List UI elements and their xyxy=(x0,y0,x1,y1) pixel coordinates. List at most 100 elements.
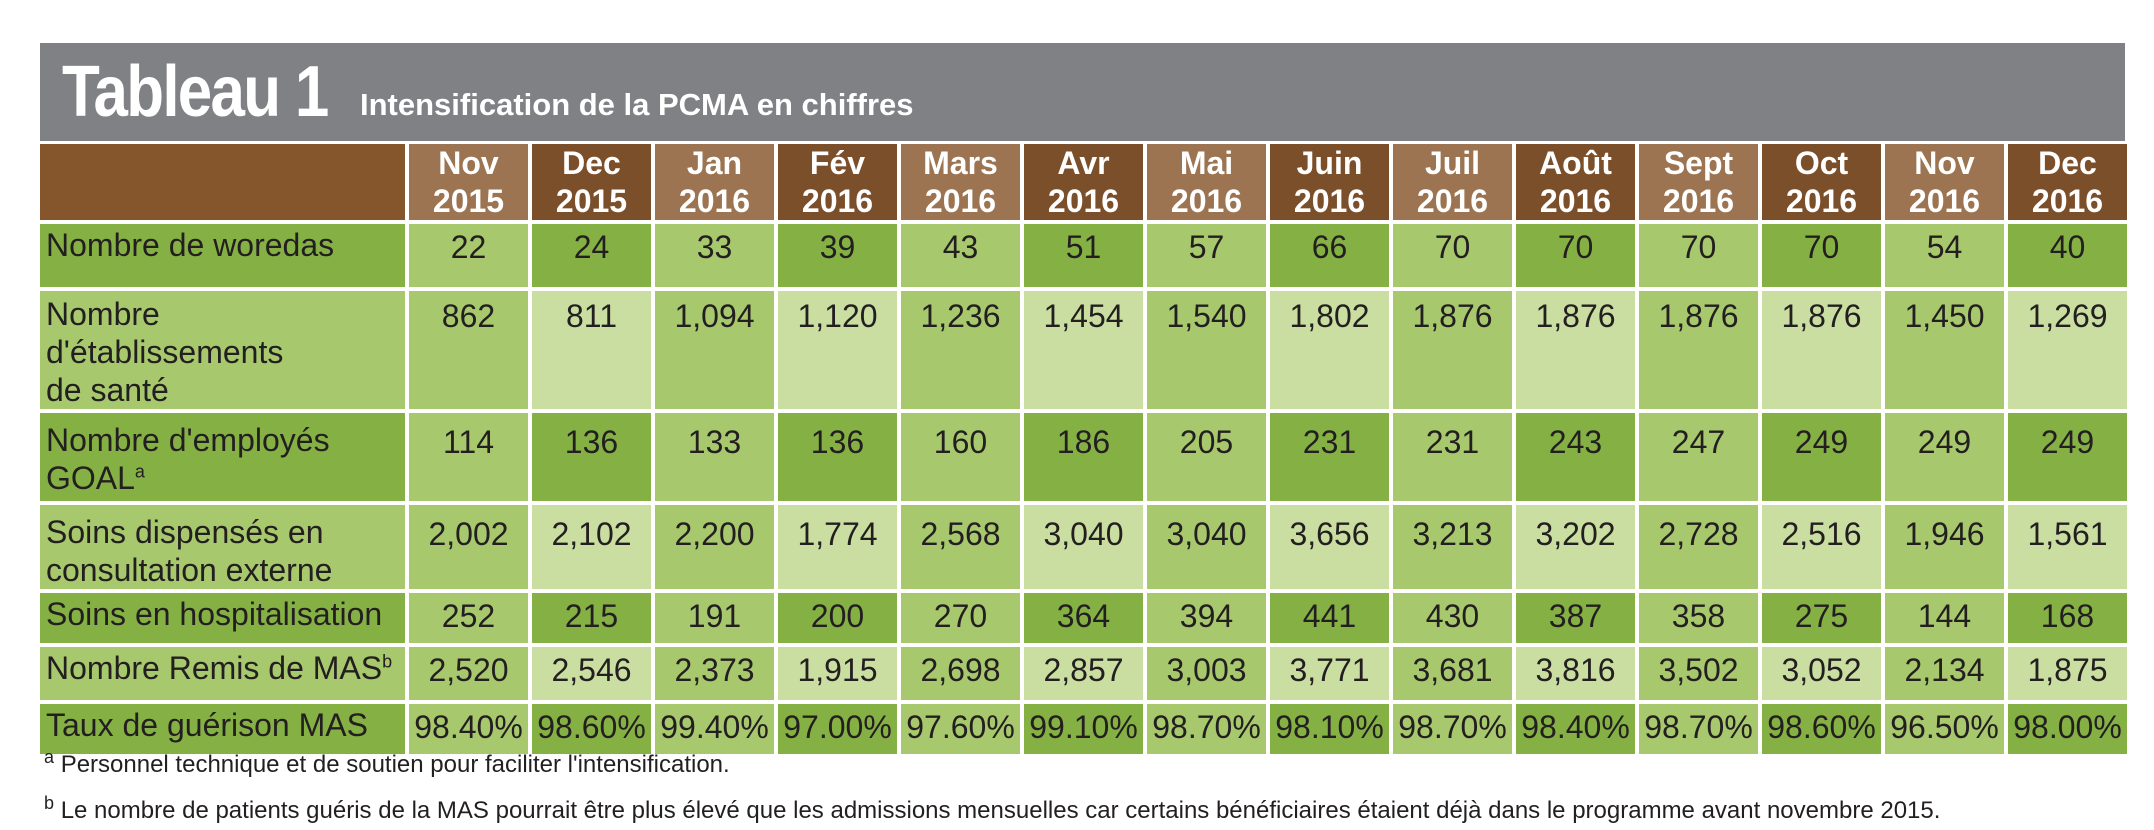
table-cell: 70 xyxy=(1393,224,1512,287)
table-cell: 2,546 xyxy=(532,647,651,700)
table-cell: 1,802 xyxy=(1270,291,1389,409)
table-cell: 430 xyxy=(1393,593,1512,643)
table-cell: 1,915 xyxy=(778,647,897,700)
table-cell: 98.70% xyxy=(1393,704,1512,754)
table-cell: 22 xyxy=(409,224,528,287)
column-header: Août 2016 xyxy=(1516,144,1635,220)
table-cell: 1,540 xyxy=(1147,291,1266,409)
table-cell: 57 xyxy=(1147,224,1266,287)
table-row: Taux de guérison MAS 98.40% 98.60% 99.40% 97… xyxy=(40,704,2127,754)
footnotes: a Personnel technique et de soutien pour… xyxy=(44,738,1940,830)
table-cell: 247 xyxy=(1639,413,1758,501)
row-label: Nombre d'employés GOALa xyxy=(40,413,405,501)
data-table: Nov 2015 Dec 2015 Jan 2016 Fév 2016 Mars 2016 Avr 2… xyxy=(36,140,2131,758)
header-row: Nov 2015 Dec 2015 Jan 2016 Fév 2016 Mars 2016 Avr 2… xyxy=(40,144,2127,220)
header-corner xyxy=(40,144,405,220)
row-label-text: Soins en hospitalisation xyxy=(46,596,383,632)
column-header-year: 2015 xyxy=(555,183,628,219)
table-cell: 98.40% xyxy=(409,704,528,754)
column-header-year: 2016 xyxy=(924,183,997,219)
column-header: Dec 2016 xyxy=(2008,144,2127,220)
table-cell: 358 xyxy=(1639,593,1758,643)
table-cell: 24 xyxy=(532,224,651,287)
table-cell: 133 xyxy=(655,413,774,501)
table-cell: 394 xyxy=(1147,593,1266,643)
table-row: Soins en hospitalisation 252 215 191 200 270 3… xyxy=(40,593,2127,643)
table-cell: 96.50% xyxy=(1885,704,2004,754)
table-cell: 186 xyxy=(1024,413,1143,501)
column-header-year: 2016 xyxy=(1662,183,1735,219)
table-cell: 66 xyxy=(1270,224,1389,287)
footnote-a: a Personnel technique et de soutien pour… xyxy=(44,738,1940,784)
table-cell: 168 xyxy=(2008,593,2127,643)
column-header: Dec 2015 xyxy=(532,144,651,220)
column-header-month: Oct xyxy=(1794,145,1849,181)
table-cell: 2,568 xyxy=(901,505,1020,589)
table-cell: 1,876 xyxy=(1516,291,1635,409)
column-header-year: 2016 xyxy=(1047,183,1120,219)
table-cell: 1,561 xyxy=(2008,505,2127,589)
table-cell: 3,213 xyxy=(1393,505,1512,589)
table-cell: 98.60% xyxy=(1762,704,1881,754)
row-label-line2: consultation externe xyxy=(46,551,405,589)
table-cell: 231 xyxy=(1270,413,1389,501)
column-header-year: 2016 xyxy=(801,183,874,219)
table-cell: 136 xyxy=(532,413,651,501)
table-cell: 270 xyxy=(901,593,1020,643)
footnote-marker: b xyxy=(382,651,393,672)
row-label: Soins en hospitalisation xyxy=(40,593,405,643)
column-header-year: 2016 xyxy=(1785,183,1858,219)
table-cell: 2,002 xyxy=(409,505,528,589)
column-header-month: Juil xyxy=(1424,145,1481,181)
column-header-month: Nov xyxy=(438,145,499,181)
table-cell: 2,134 xyxy=(1885,647,2004,700)
table-cell: 33 xyxy=(655,224,774,287)
table-cell: 3,681 xyxy=(1393,647,1512,700)
table-cell: 98.70% xyxy=(1147,704,1266,754)
footnote-marker: a xyxy=(134,461,145,482)
table-cell: 1,236 xyxy=(901,291,1020,409)
row-label-line2: de santé xyxy=(46,371,405,409)
table-row: Soins dispensés en consultation externe 2,… xyxy=(40,505,2127,589)
column-header-year: 2016 xyxy=(1908,183,1981,219)
column-header-month: Mai xyxy=(1179,145,1234,181)
column-header-year: 2016 xyxy=(2031,183,2104,219)
table-cell: 2,102 xyxy=(532,505,651,589)
row-label-line1: Taux de guérison MAS xyxy=(46,706,405,744)
footnote-text: Personnel technique et de soutien pour f… xyxy=(60,751,730,778)
table-cell: 249 xyxy=(1885,413,2004,501)
table-cell: 39 xyxy=(778,224,897,287)
table-cell: 43 xyxy=(901,224,1020,287)
column-header-month: Fév xyxy=(809,145,866,181)
footnote-marker: a xyxy=(44,747,55,767)
table-cell: 215 xyxy=(532,593,651,643)
row-label-line1: Nombre de woredas xyxy=(46,226,405,264)
table-cell: 2,516 xyxy=(1762,505,1881,589)
table-cell: 54 xyxy=(1885,224,2004,287)
table-cell: 2,857 xyxy=(1024,647,1143,700)
column-header: Jan 2016 xyxy=(655,144,774,220)
table-cell: 3,656 xyxy=(1270,505,1389,589)
footnote-text: Le nombre de patients guéris de la MAS p… xyxy=(60,797,1941,824)
table-cell: 97.00% xyxy=(778,704,897,754)
table-cell: 1,454 xyxy=(1024,291,1143,409)
table-cell: 70 xyxy=(1762,224,1881,287)
row-label-line1: Soins dispensés en xyxy=(46,513,405,551)
row-label-text: Soins dispensés en xyxy=(46,514,324,550)
row-label-line1: Nombre d'établissements xyxy=(46,295,405,371)
table-cell: 98.10% xyxy=(1270,704,1389,754)
table-cell: 387 xyxy=(1516,593,1635,643)
table-cell: 160 xyxy=(901,413,1020,501)
column-header-month: Avr xyxy=(1057,145,1110,181)
table-cell: 40 xyxy=(2008,224,2127,287)
column-header-month: Mars xyxy=(923,145,998,181)
row-label: Nombre d'établissements de santé xyxy=(40,291,405,409)
table-cell: 200 xyxy=(778,593,897,643)
row-label-text: de santé xyxy=(46,372,169,408)
row-label: Nombre Remis de MASb xyxy=(40,647,405,700)
table-cell: 2,520 xyxy=(409,647,528,700)
column-header-year: 2016 xyxy=(1170,183,1243,219)
table-cell: 231 xyxy=(1393,413,1512,501)
table-cell: 243 xyxy=(1516,413,1635,501)
table-cell: 3,771 xyxy=(1270,647,1389,700)
